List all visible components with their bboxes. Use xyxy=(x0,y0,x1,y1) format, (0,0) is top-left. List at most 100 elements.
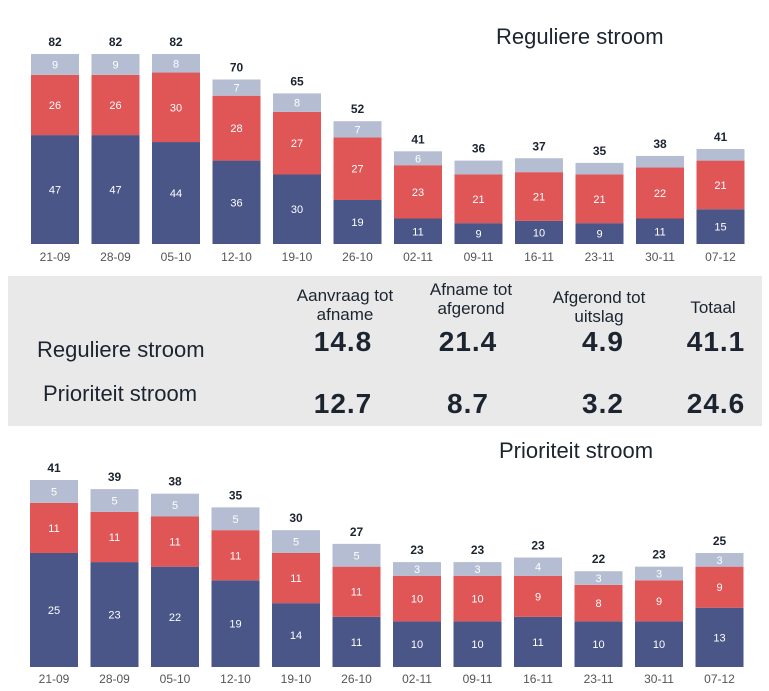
priority-bar-segment-28-09-2 xyxy=(90,489,139,512)
regular-bar-segment-23-11-1 xyxy=(575,174,624,224)
priority-segment-label-21-09-1: 11 xyxy=(48,523,59,535)
priority-bar-segment-30-11-0 xyxy=(635,621,683,667)
summary-value-regular-request: 14.8 xyxy=(313,326,373,357)
priority-segment-label-02-11-2: 3 xyxy=(414,564,420,576)
priority-bar-segment-21-09-1 xyxy=(30,502,78,553)
regular-bar-segment-16-11-1 xyxy=(515,172,563,221)
priority-bar-segment-02-11-0 xyxy=(393,621,441,667)
regular-bar-segment-26-10-1 xyxy=(333,137,382,200)
regular-bar-segment-02-11-1 xyxy=(394,165,442,219)
summary-value-regular-completed: 4.9 xyxy=(582,326,624,357)
priority-total-label-09-11: 23 xyxy=(471,543,485,557)
priority-bar-segment-07-12-1 xyxy=(695,566,744,608)
priority-bar-segment-12-10-2 xyxy=(211,507,260,531)
regular-bar-segment-09-11-0 xyxy=(454,223,503,244)
regular-bar-segment-21-09-2 xyxy=(31,54,79,75)
regular-category-label-30-11: 30-11 xyxy=(645,250,675,264)
priority-bar-segment-16-11-1 xyxy=(514,575,562,617)
regular-bar-segment-19-10-1 xyxy=(273,111,321,175)
regular-total-label-07-12: 41 xyxy=(714,130,728,144)
regular-segment-label-26-10-1: 27 xyxy=(351,164,363,176)
regular-bar-segment-16-11-0 xyxy=(515,220,563,244)
priority-category-label-28-09: 28-09 xyxy=(99,672,130,686)
priority-total-label-12-10: 35 xyxy=(229,488,243,502)
regular-bar-segment-19-10-0 xyxy=(273,174,321,244)
priority-segment-label-16-11-1: 9 xyxy=(535,591,541,603)
regular-bar-segment-16-11-2 xyxy=(515,158,563,173)
priority-bar-segment-23-11-1 xyxy=(574,584,623,622)
regular-segment-label-05-10-2: 8 xyxy=(173,58,179,70)
priority-segment-label-12-10-0: 19 xyxy=(229,619,241,631)
priority-category-label-30-11: 30-11 xyxy=(644,672,674,686)
regular-total-label-02-11: 41 xyxy=(411,132,425,146)
regular-bar-segment-30-11-1 xyxy=(636,167,684,219)
regular-segment-label-16-11-1: 21 xyxy=(533,192,545,204)
priority-bar-segment-19-10-0 xyxy=(272,603,320,667)
priority-segment-label-02-11-0: 10 xyxy=(411,639,423,651)
priority-segment-label-05-10-2: 5 xyxy=(172,500,178,512)
regular-segment-label-07-12-0: 15 xyxy=(714,222,726,234)
priority-segment-label-26-10-2: 5 xyxy=(353,550,359,562)
regular-total-label-28-09: 82 xyxy=(109,35,123,49)
summary-value-priority-total: 24.6 xyxy=(686,388,746,419)
regular-segment-label-07-12-1: 21 xyxy=(714,180,726,192)
regular-segment-label-21-09-1: 26 xyxy=(49,100,61,112)
regular-segment-label-21-09-0: 47 xyxy=(49,185,61,197)
regular-segment-label-28-09-1: 26 xyxy=(109,100,121,112)
priority-bar-segment-28-09-0 xyxy=(90,562,139,667)
regular-category-label-02-11: 02-11 xyxy=(403,250,433,264)
priority-bar-segment-12-10-0 xyxy=(211,580,260,667)
priority-bar-segment-21-09-0 xyxy=(30,552,78,667)
regular-bar-segment-05-10-0 xyxy=(152,142,200,244)
priority-total-label-26-10: 27 xyxy=(350,525,364,539)
summary-header-total: Totaal xyxy=(690,298,736,317)
priority-bar-segment-28-09-1 xyxy=(90,511,139,563)
regular-segment-label-12-10-2: 7 xyxy=(233,83,239,95)
priority-bar-segment-12-10-1 xyxy=(211,530,260,581)
regular-segment-label-23-11-0: 9 xyxy=(596,229,602,241)
priority-segment-label-12-10-2: 5 xyxy=(232,514,238,526)
regular-bar-segment-30-11-0 xyxy=(636,218,684,244)
priority-segment-label-30-11-2: 3 xyxy=(656,569,662,581)
priority-bar-segment-16-11-2 xyxy=(514,557,562,576)
regular-category-label-26-10: 26-10 xyxy=(342,250,373,264)
priority-bar-segment-23-11-2 xyxy=(574,571,623,585)
priority-segment-label-09-11-2: 3 xyxy=(474,564,480,576)
summary-value-regular-total: 41.1 xyxy=(686,326,746,357)
priority-bar-segment-07-12-2 xyxy=(695,552,744,567)
priority-segment-label-26-10-1: 11 xyxy=(351,587,362,599)
priority-segment-label-05-10-1: 11 xyxy=(169,537,180,549)
priority-segment-label-30-11-0: 10 xyxy=(653,639,665,651)
regular-segment-label-19-10-1: 27 xyxy=(291,138,303,150)
regular-segment-label-19-10-0: 30 xyxy=(291,204,303,216)
priority-segment-label-23-11-1: 8 xyxy=(595,598,601,610)
regular-bar-segment-05-10-2 xyxy=(152,54,200,73)
priority-segment-label-28-09-0: 23 xyxy=(108,610,120,622)
regular-bar-segment-21-09-0 xyxy=(31,135,79,244)
regular-bar-segment-02-11-2 xyxy=(394,151,442,166)
priority-total-label-23-11: 22 xyxy=(592,552,606,566)
regular-segment-label-30-11-1: 22 xyxy=(654,188,666,200)
regular-bar-segment-02-11-0 xyxy=(394,218,442,244)
priority-category-label-12-10: 12-10 xyxy=(220,672,251,686)
regular-total-label-05-10: 82 xyxy=(169,35,183,49)
priority-category-label-07-12: 07-12 xyxy=(704,672,735,686)
regular-category-label-09-11: 09-11 xyxy=(464,250,494,264)
priority-segment-label-21-09-0: 25 xyxy=(48,605,60,617)
regular-bar-segment-26-10-2 xyxy=(333,121,382,138)
regular-total-label-12-10: 70 xyxy=(230,60,244,74)
priority-segment-label-12-10-1: 11 xyxy=(230,550,241,562)
priority-segment-label-07-12-2: 3 xyxy=(716,555,722,567)
priority-segment-label-16-11-0: 11 xyxy=(532,637,543,649)
regular-bar-segment-28-09-0 xyxy=(91,135,140,244)
regular-bar-segment-28-09-2 xyxy=(91,54,140,75)
summary-value-priority-request: 12.7 xyxy=(313,388,373,419)
priority-bar-segment-02-11-2 xyxy=(393,562,441,576)
priority-bar-segment-30-11-2 xyxy=(635,566,683,581)
priority-total-label-21-09: 41 xyxy=(47,461,61,475)
priority-segment-label-28-09-1: 11 xyxy=(109,532,120,544)
regular-category-label-05-10: 05-10 xyxy=(161,250,192,264)
regular-category-label-07-12: 07-12 xyxy=(705,250,736,264)
priority-bar-segment-23-11-0 xyxy=(574,621,623,667)
priority-bar-segment-02-11-1 xyxy=(393,575,441,622)
